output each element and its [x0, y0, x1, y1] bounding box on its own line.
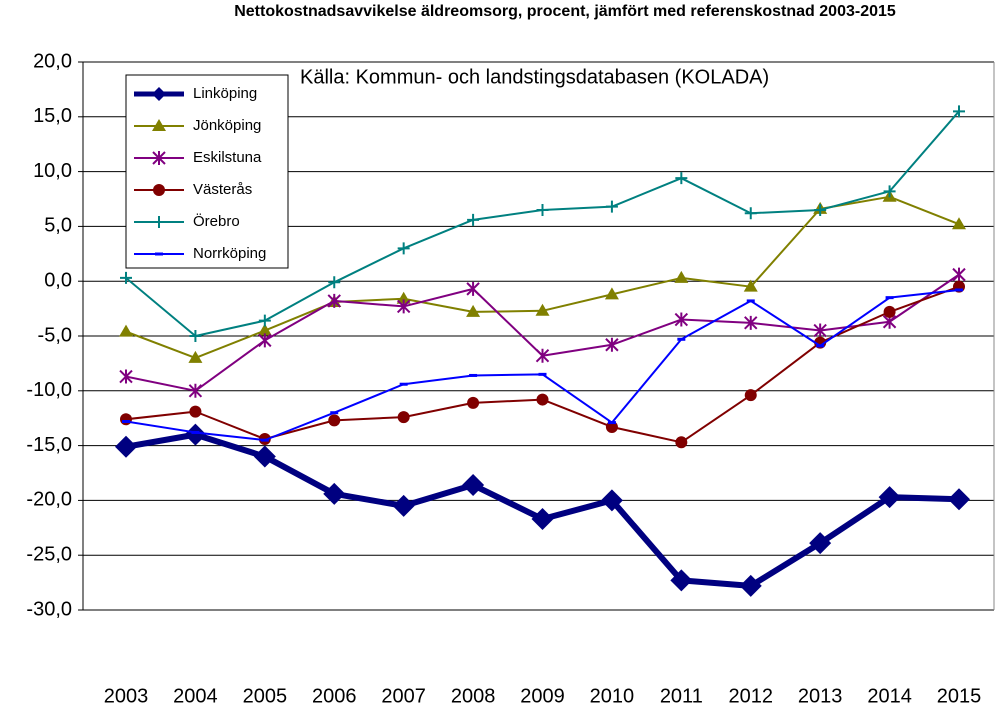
marker — [253, 445, 276, 468]
marker — [536, 203, 549, 216]
x-tick-label: 2006 — [312, 685, 357, 707]
marker — [600, 489, 623, 512]
marker — [604, 287, 619, 300]
y-tick-label: -10,0 — [26, 379, 72, 401]
marker — [115, 435, 137, 458]
marker — [396, 291, 411, 304]
y-tick-label: 15,0 — [33, 105, 72, 127]
legend-label: Jönköping — [193, 117, 261, 134]
x-tick-label: 2011 — [660, 685, 703, 707]
y-tick-label: 5,0 — [44, 215, 72, 237]
marker — [535, 303, 550, 316]
marker — [120, 271, 132, 284]
y-tick-label: -25,0 — [26, 543, 72, 565]
marker — [466, 304, 481, 317]
marker — [605, 200, 618, 213]
chart-title: Nettokostnadsavvikelse äldreomsorg, proc… — [234, 3, 896, 20]
legend-marker — [153, 216, 165, 228]
legend-label: Linköping — [193, 85, 257, 102]
marker — [674, 270, 689, 283]
marker — [739, 574, 762, 597]
annotation: Källa: Kommun- och landstingsdatabasen (… — [300, 66, 769, 88]
x-tick-label: 2008 — [451, 685, 496, 707]
marker — [257, 323, 272, 336]
marker — [328, 414, 341, 427]
x-tick-label: 2003 — [104, 685, 149, 707]
marker — [466, 281, 480, 296]
marker — [119, 369, 133, 384]
marker — [744, 207, 757, 220]
legend-marker — [152, 119, 166, 131]
marker — [184, 423, 207, 446]
marker — [953, 105, 965, 118]
y-tick-label: 10,0 — [33, 160, 72, 182]
marker — [743, 279, 758, 292]
marker — [744, 315, 758, 330]
x-tick-label: 2007 — [381, 685, 426, 707]
marker — [675, 436, 688, 449]
marker — [744, 389, 757, 402]
marker — [119, 324, 133, 337]
marker — [323, 482, 346, 505]
marker — [188, 383, 203, 398]
marker — [670, 569, 693, 592]
legend-marker — [152, 87, 166, 101]
legend: Linköping Jönköping Eskilstuna Västerås Öreb… — [125, 74, 289, 269]
marker — [327, 293, 341, 308]
legend-marker — [152, 151, 166, 165]
marker — [189, 330, 202, 342]
marker — [675, 172, 688, 185]
legend-label: Västerås — [193, 181, 252, 198]
x-tick-label: 2015 — [937, 685, 982, 707]
x-tick-label: 2005 — [243, 685, 288, 707]
marker — [948, 488, 970, 511]
x-tick-label: 2014 — [867, 685, 912, 707]
marker — [883, 305, 896, 318]
x-tick-label: 2010 — [590, 685, 635, 707]
legend-label: Örebro — [193, 212, 240, 230]
marker — [120, 413, 132, 426]
x-tick-label: 2004 — [173, 685, 218, 707]
marker — [397, 411, 410, 424]
marker — [674, 312, 689, 327]
marker — [328, 276, 341, 289]
marker — [814, 203, 827, 216]
y-tick-label: -20,0 — [26, 489, 72, 511]
marker — [397, 242, 410, 255]
marker — [462, 474, 485, 497]
marker — [396, 299, 411, 314]
marker — [467, 213, 480, 226]
marker — [189, 405, 202, 418]
x-tick-label: 2012 — [729, 685, 774, 707]
marker — [813, 323, 827, 338]
legend-box — [125, 74, 289, 269]
marker — [258, 333, 272, 348]
marker — [535, 348, 550, 363]
y-tick-label: -5,0 — [38, 324, 72, 346]
marker — [188, 350, 203, 363]
marker — [952, 267, 966, 282]
y-tick-label: -30,0 — [26, 598, 72, 620]
legend-marker — [153, 184, 165, 196]
marker — [258, 314, 271, 327]
marker — [531, 508, 554, 531]
marker — [392, 494, 415, 517]
marker — [467, 396, 480, 409]
marker — [605, 337, 619, 352]
x-tick-label: 2013 — [798, 685, 843, 707]
marker — [536, 393, 549, 406]
legend-label: Eskilstuna — [193, 149, 262, 166]
marker — [809, 532, 832, 555]
y-tick-label: 0,0 — [44, 269, 72, 291]
y-tick-label: -15,0 — [26, 434, 72, 456]
marker — [883, 185, 896, 198]
marker — [952, 217, 966, 230]
legend-label: Norrköping — [193, 245, 266, 262]
x-tick-label: 2009 — [520, 685, 565, 707]
y-tick-label: 20,0 — [33, 50, 72, 72]
marker — [878, 486, 901, 509]
